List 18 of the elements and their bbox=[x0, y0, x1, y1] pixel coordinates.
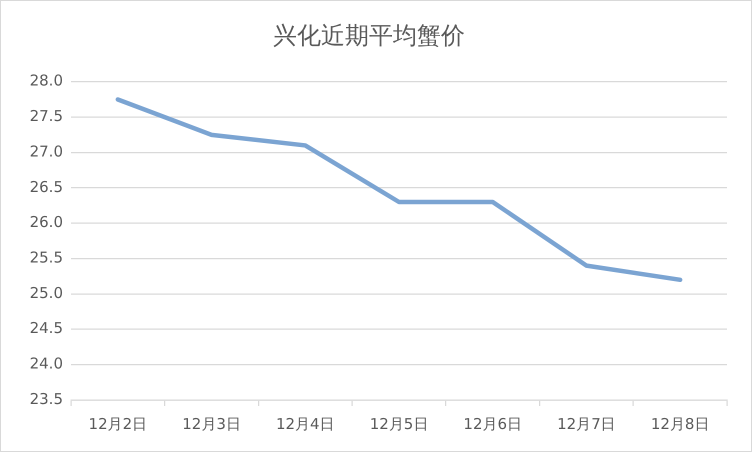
y-tick-label: 27.5 bbox=[30, 107, 63, 126]
chart-title: 兴化近期平均蟹价 bbox=[273, 22, 465, 50]
y-tick-label: 27.0 bbox=[30, 142, 63, 160]
x-tick-label: 12月3日 bbox=[182, 414, 241, 433]
y-tick-label: 24.5 bbox=[30, 319, 63, 338]
x-tick-label: 12月8日 bbox=[650, 414, 710, 433]
y-tick-label: 26.0 bbox=[30, 213, 63, 232]
x-tick-label: 12月4日 bbox=[276, 414, 335, 433]
x-tick-label: 12月5日 bbox=[370, 414, 428, 433]
y-tick-label: 25.0 bbox=[30, 284, 63, 302]
y-tick-label: 23.5 bbox=[30, 390, 63, 408]
y-tick-label: 28.0 bbox=[30, 72, 63, 90]
y-tick-label: 26.5 bbox=[30, 178, 63, 196]
y-tick-label: 24.0 bbox=[30, 354, 63, 373]
x-tick-label: 12月2日 bbox=[88, 414, 148, 433]
y-tick-label: 25.5 bbox=[30, 248, 63, 266]
x-tick-label: 12月7日 bbox=[557, 414, 616, 433]
x-tick-label: 12月6日 bbox=[463, 414, 522, 433]
